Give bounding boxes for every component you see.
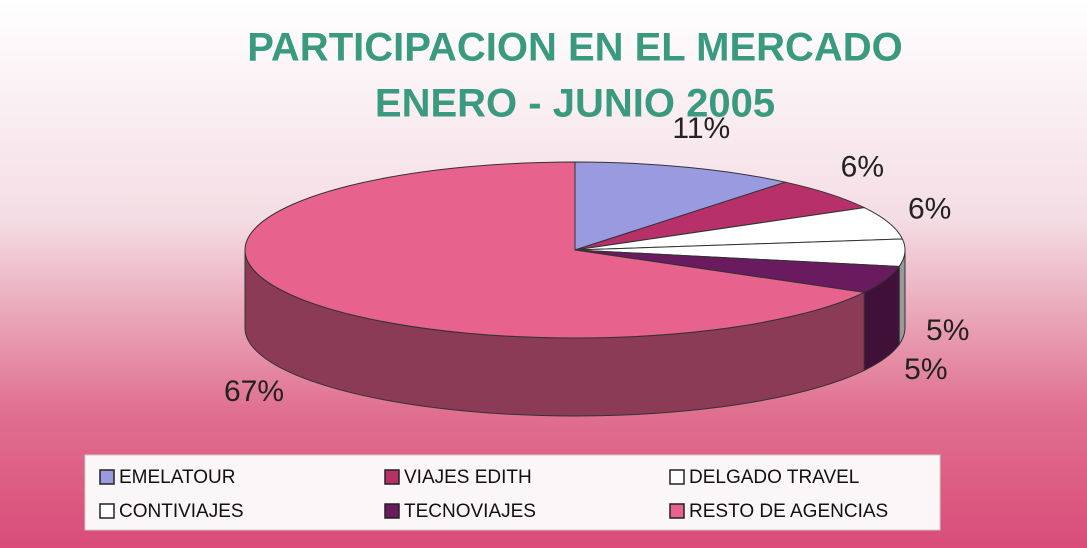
legend-swatch <box>99 469 115 485</box>
legend-swatch <box>669 469 685 485</box>
legend-swatch <box>384 503 400 519</box>
legend-label: VIAJES EDITH <box>404 467 532 488</box>
value-label: 67% <box>224 375 284 408</box>
value-label: 5% <box>904 353 947 386</box>
legend-label: DELGADO TRAVEL <box>689 467 859 488</box>
pie-slice <box>574 207 904 251</box>
legend-label: TECNOVIAJES <box>404 501 536 522</box>
chart-title: PARTICIPACION EN EL MERCADO <box>247 26 903 70</box>
legend-swatch <box>384 469 400 485</box>
legend-label: EMELATOUR <box>119 467 236 488</box>
value-label: 6% <box>908 192 951 225</box>
chart-subtitle: ENERO - JUNIO 2005 <box>375 82 775 126</box>
pie-slice <box>574 161 788 251</box>
value-label: 5% <box>926 314 969 347</box>
legend-swatch <box>669 503 685 519</box>
value-label: 6% <box>841 151 884 184</box>
legend-box <box>84 454 941 531</box>
legend-swatch <box>99 503 115 519</box>
value-label: 11% <box>672 112 730 145</box>
pie-slice <box>244 161 866 339</box>
legend-label: RESTO DE AGENCIAS <box>689 501 888 522</box>
pie-slice <box>574 181 866 251</box>
legend-label: CONTIVIAJES <box>119 501 244 522</box>
